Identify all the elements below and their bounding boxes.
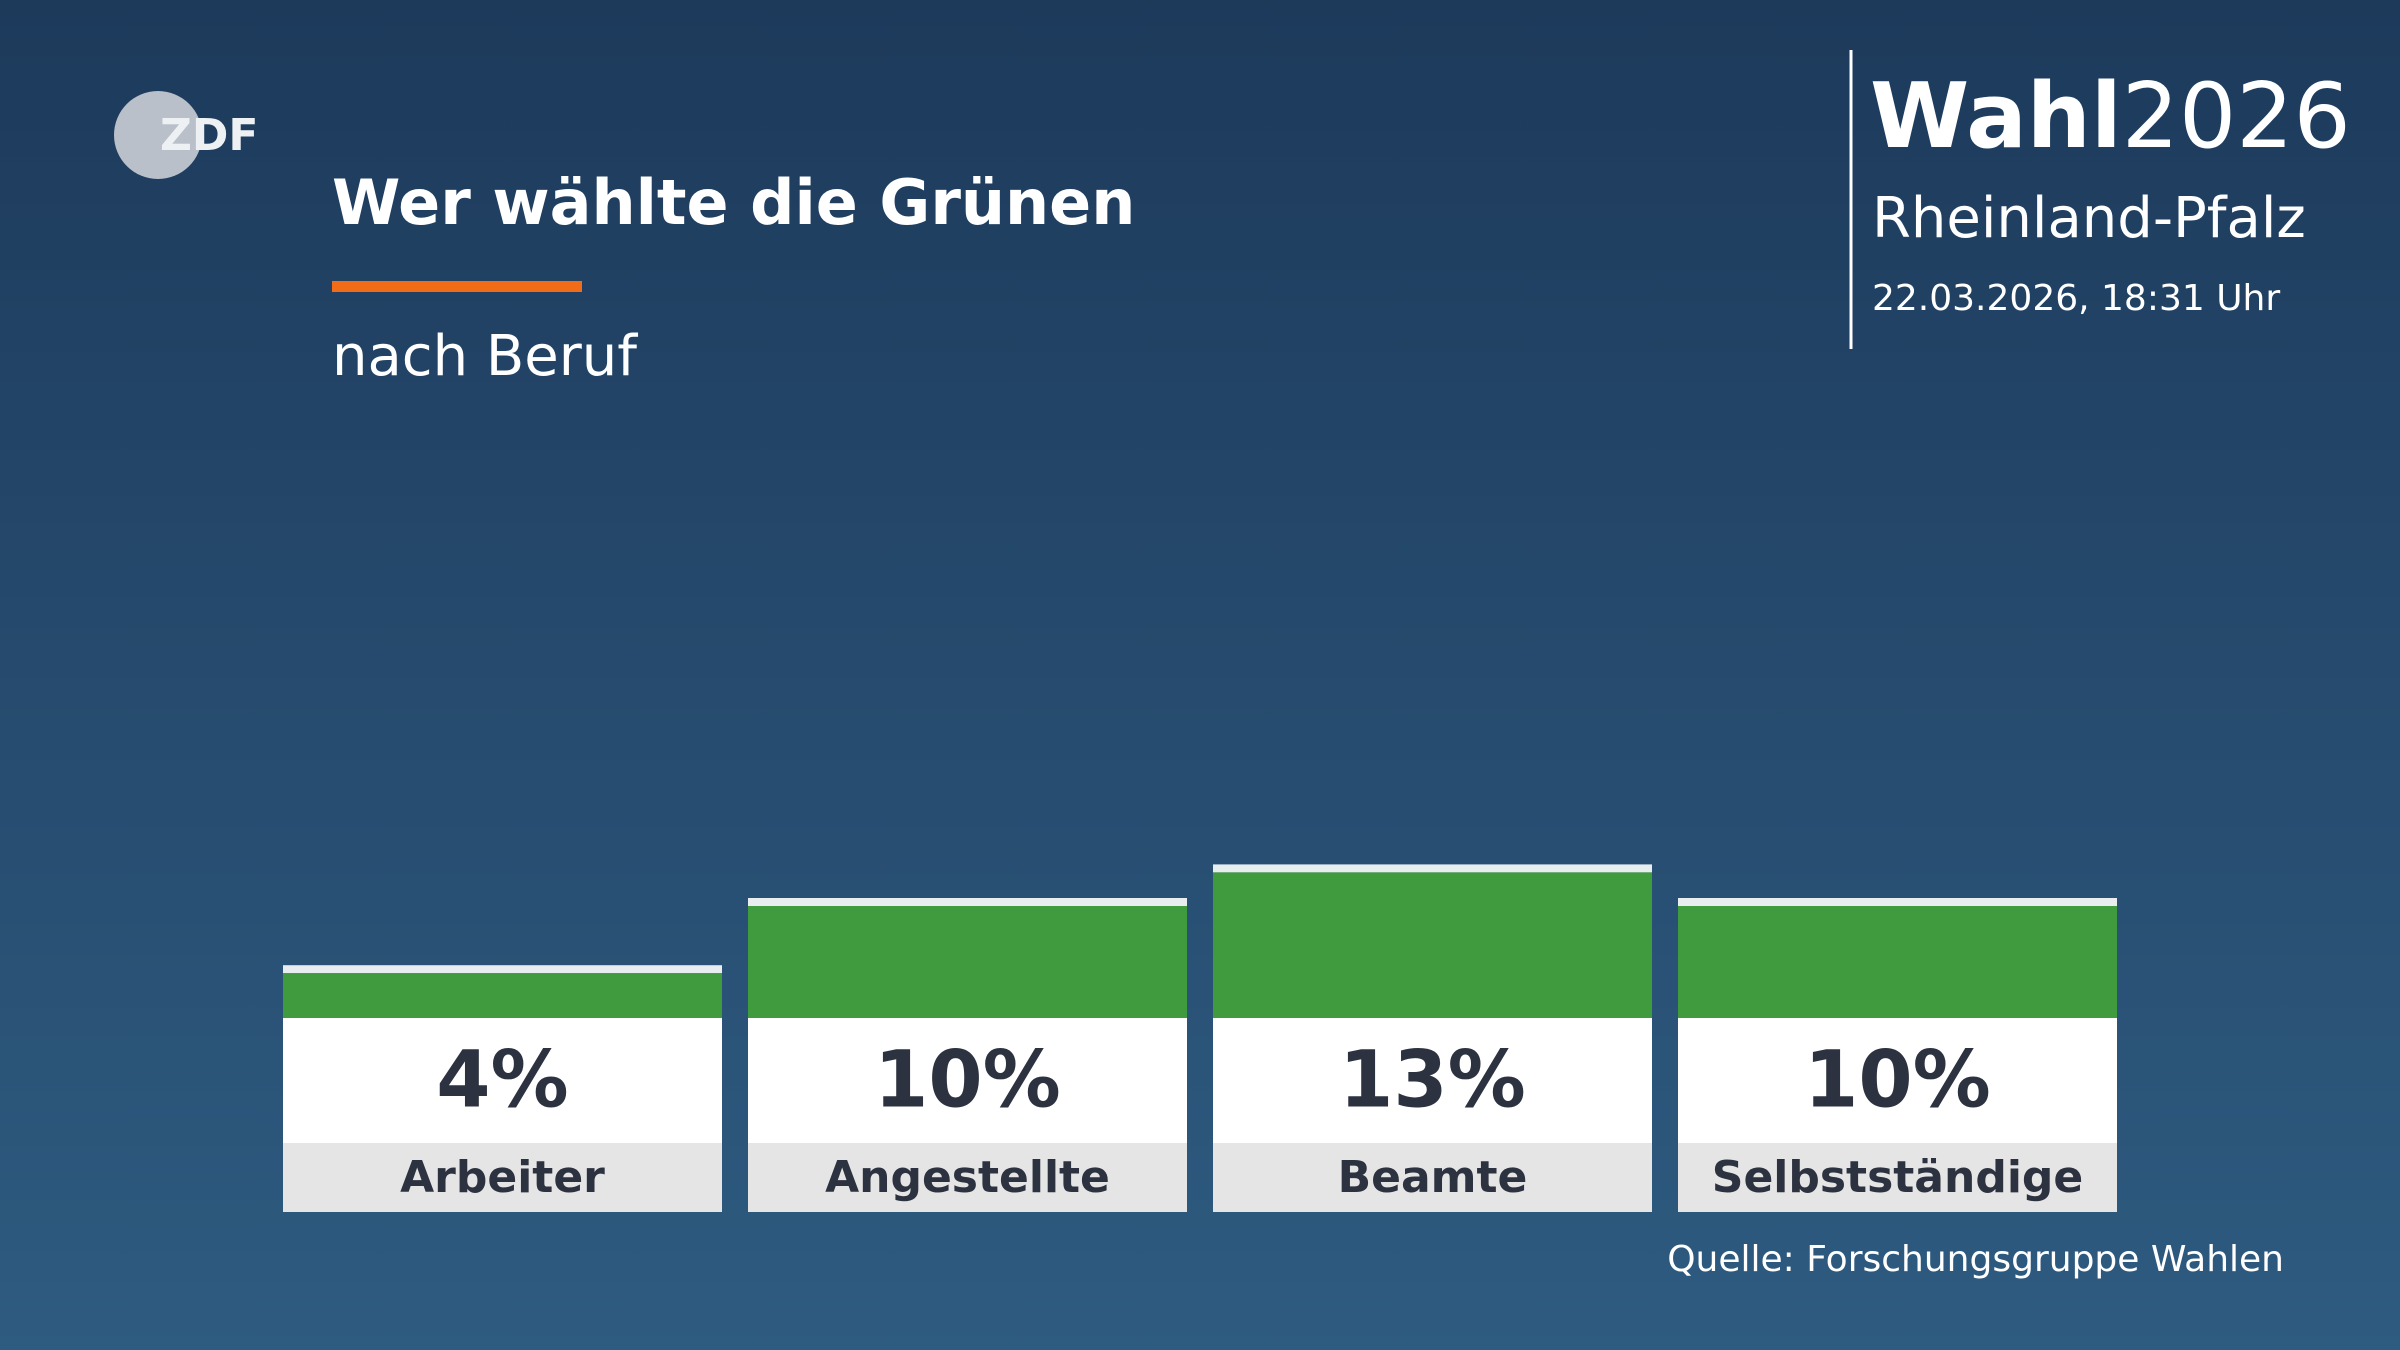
category-label: Arbeiter — [400, 1152, 605, 1203]
value-label: 13% — [1339, 1035, 1526, 1125]
value-label: 10% — [1804, 1035, 1991, 1125]
chart-title: Wer wählte die Grünen — [332, 166, 1135, 239]
bar-cap — [1678, 898, 2117, 906]
label-box — [1678, 1143, 2117, 1212]
bar-cap — [1213, 864, 1652, 873]
election: Wahl — [1870, 64, 2122, 169]
label-box — [1213, 1143, 1652, 1212]
bar — [748, 906, 1187, 1018]
value-box — [1213, 1018, 1652, 1143]
value-label: 4% — [436, 1035, 568, 1125]
label-box — [283, 1143, 722, 1212]
value-label: 10% — [874, 1035, 1061, 1125]
region: Rheinland-Pfalz — [1872, 186, 2306, 251]
bar — [283, 973, 722, 1018]
source: Quelle: Forschungsgruppe Wahlen — [1667, 1239, 2284, 1280]
value-box — [748, 1018, 1187, 1143]
bar — [1213, 872, 1652, 1018]
label-box — [748, 1143, 1187, 1212]
bar-cap — [748, 898, 1187, 906]
timestamp: 22.03.2026, 18:31 Uhr — [1872, 278, 2280, 319]
bar — [1678, 906, 2117, 1018]
election-title: Wahl2026 — [1870, 64, 2351, 169]
category-label: Angestellte — [825, 1152, 1110, 1203]
logo: ZDF — [160, 110, 258, 161]
logo-circle — [114, 91, 202, 179]
value-box — [1678, 1018, 2117, 1143]
title-underline — [332, 281, 582, 292]
chart-subtitle: nach Beruf — [332, 324, 638, 389]
category-label: Beamte — [1338, 1152, 1528, 1203]
value-box — [283, 1018, 722, 1143]
category-label: Selbstständige — [1712, 1152, 2084, 1203]
bar-cap — [283, 965, 722, 974]
year: 2026 — [2122, 64, 2351, 169]
